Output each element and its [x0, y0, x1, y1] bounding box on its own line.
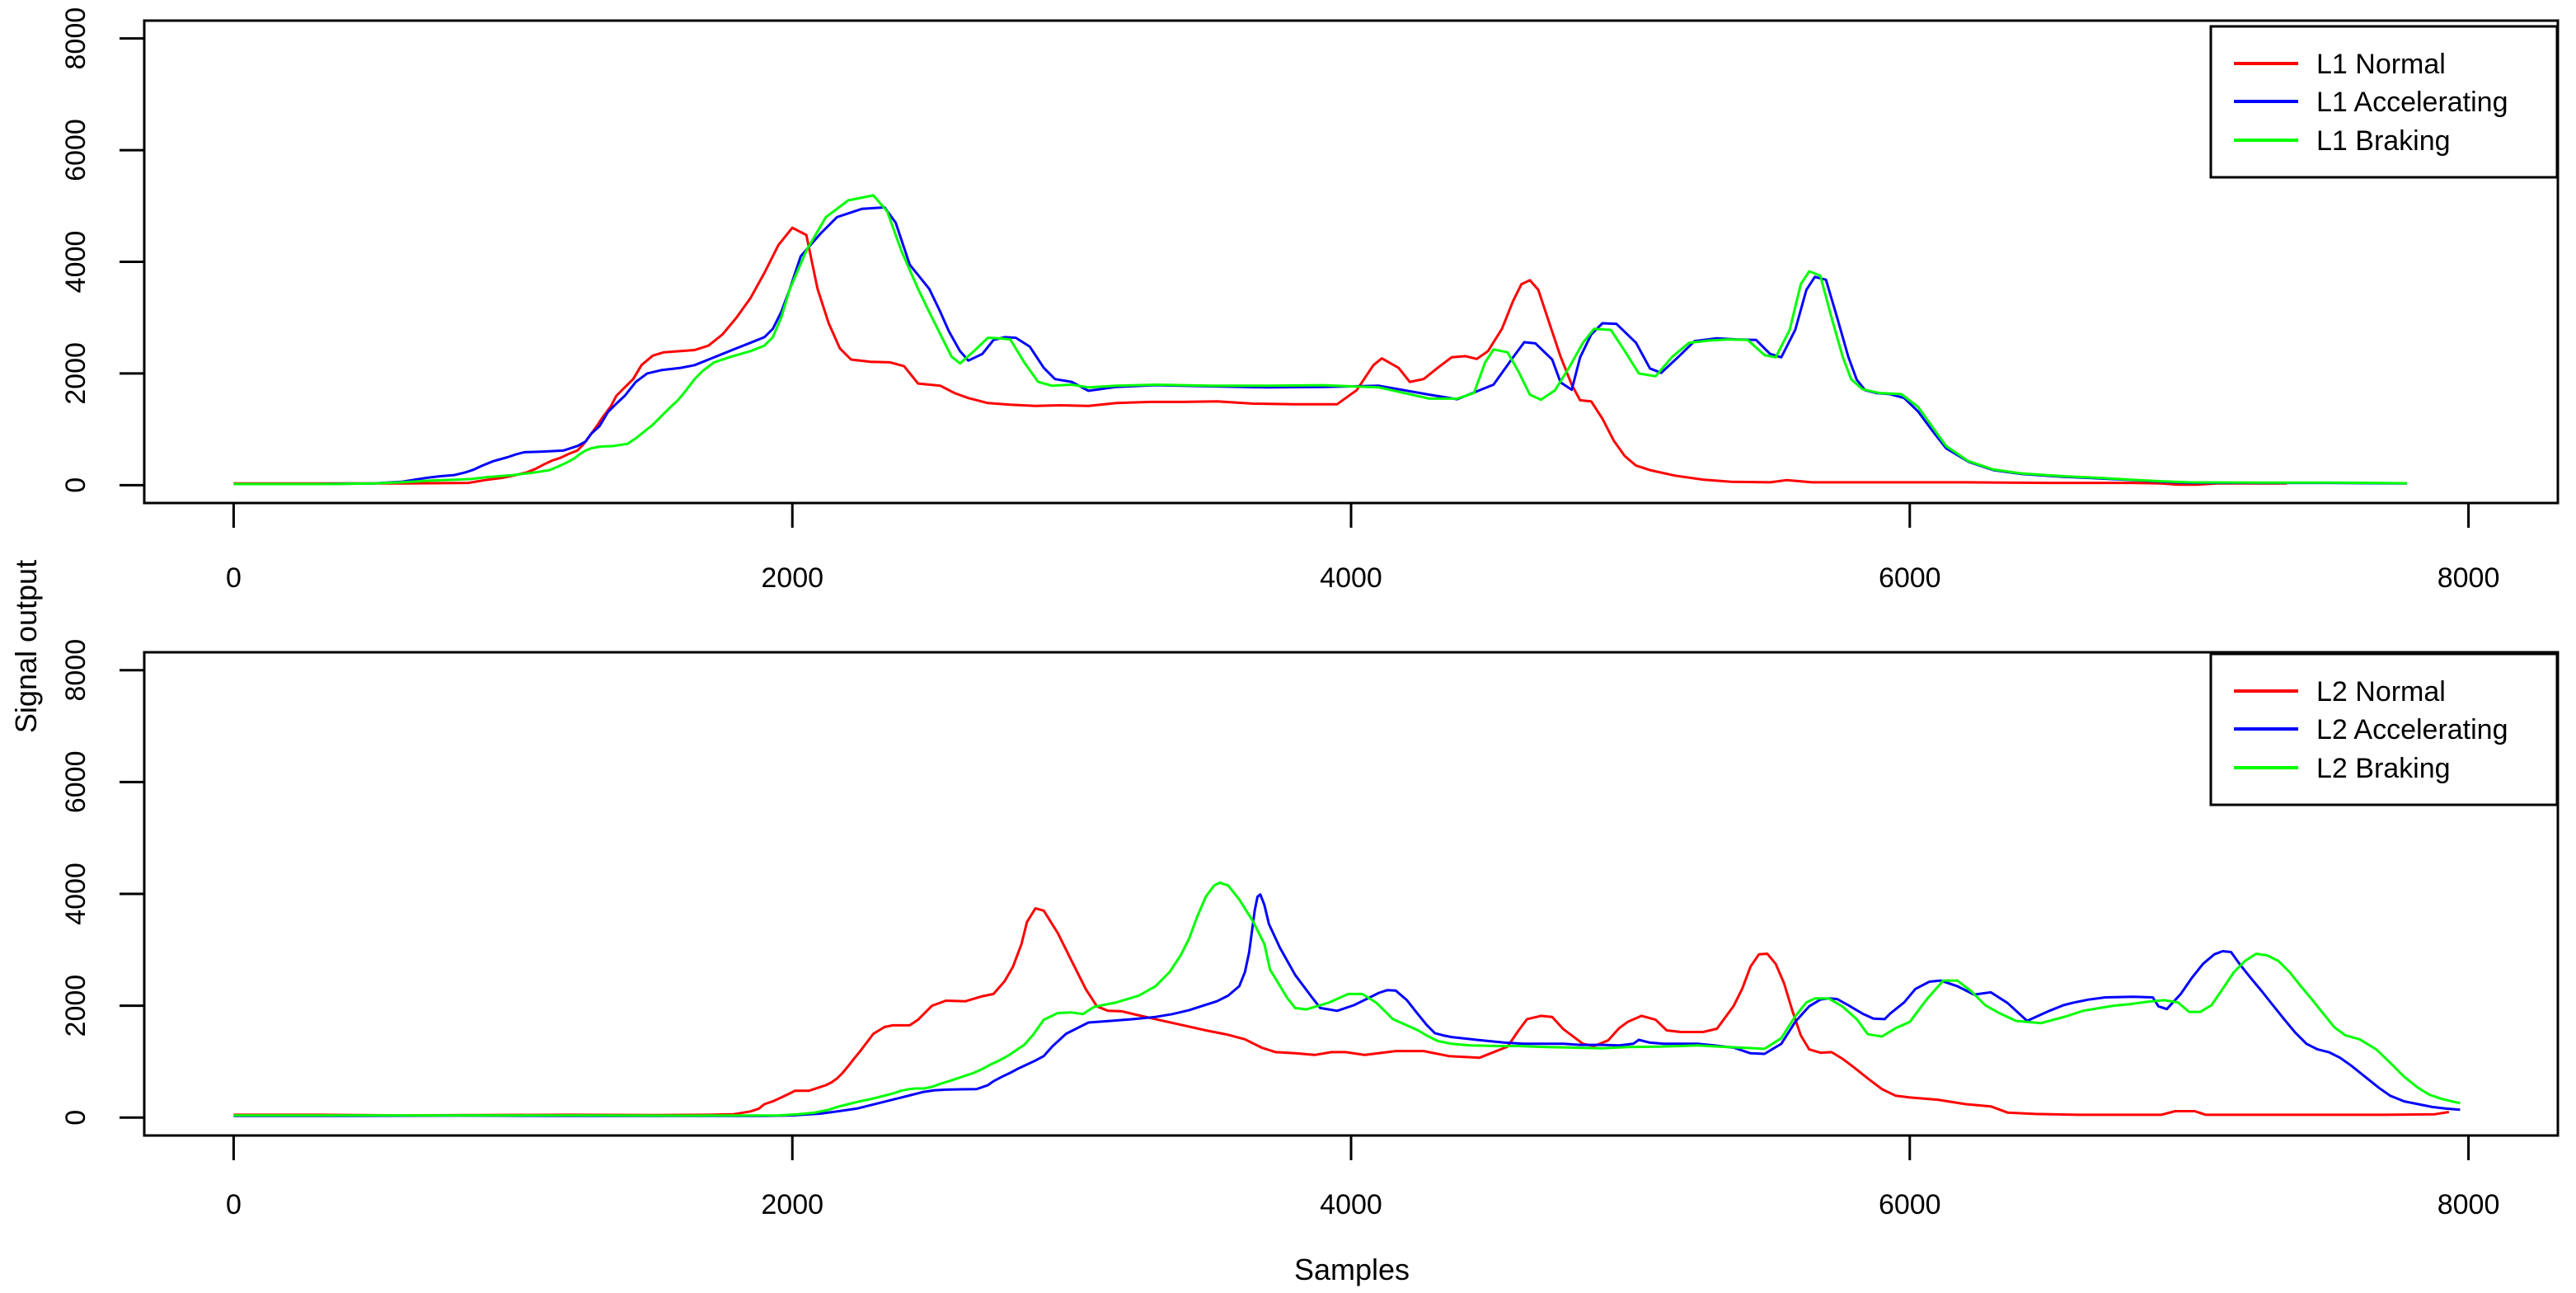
y-tick-label: 0	[60, 1110, 91, 1126]
legend: L1 Normal L1 Accelerating L1 Braking	[2209, 25, 2559, 179]
legend-label: L2 Accelerating	[2316, 714, 2508, 745]
x-tick-label: 4000	[1320, 1189, 1382, 1220]
x-tick-label: 8000	[2438, 562, 2500, 594]
y-tick-label: 6000	[60, 119, 91, 181]
legend-label: L1 Braking	[2316, 125, 2451, 157]
y-tick-label: 4000	[60, 231, 91, 294]
series-line-l2-accelerating	[233, 893, 2461, 1117]
x-axis-title: Samples	[1294, 1253, 1410, 1286]
y-tick-label: 2000	[60, 975, 91, 1037]
plot-frame	[143, 651, 2560, 1137]
legend: L2 Normal L2 Accelerating L2 Braking	[2209, 652, 2559, 806]
y-tick-label: 8000	[60, 639, 91, 702]
panel-bottom: 0 2000 4000 6000 8000 0 2000 4000 6000 8000 L2 Nor…	[60, 639, 2560, 1220]
legend-box	[2209, 25, 2559, 179]
y-axis-title: Signal output	[9, 560, 43, 733]
legend-label: L2 Braking	[2316, 753, 2451, 784]
x-tick-label: 0	[226, 1189, 242, 1220]
y-tick-label: 2000	[60, 342, 91, 405]
y-tick-label: 4000	[60, 863, 91, 925]
x-tick-label: 2000	[761, 1189, 823, 1220]
y-tick-label: 8000	[60, 7, 91, 70]
plot-frame	[143, 19, 2560, 505]
legend-label: L1 Normal	[2316, 49, 2446, 80]
legend-label: L1 Accelerating	[2316, 87, 2508, 118]
y-tick-label: 6000	[60, 751, 91, 814]
x-tick-label: 4000	[1320, 562, 1382, 594]
series-line-l1-braking	[233, 194, 2408, 486]
series-line-l1-normal	[233, 226, 2287, 487]
x-tick-label: 0	[226, 562, 242, 594]
x-tick-label: 6000	[1879, 562, 1941, 594]
panel-top: 0 2000 4000 6000 8000 0 2000 4000 6000 8000 L1 Nor…	[60, 7, 2560, 594]
series-line-l1-accelerating	[233, 206, 2408, 486]
series-line-l2-braking	[233, 881, 2461, 1117]
legend-label: L2 Normal	[2316, 676, 2446, 708]
x-tick-label: 2000	[761, 562, 823, 594]
x-tick-label: 8000	[2438, 1189, 2500, 1220]
series-line-l2-normal	[233, 907, 2450, 1117]
y-tick-label: 0	[60, 477, 91, 493]
x-tick-label: 6000	[1879, 1189, 1941, 1220]
